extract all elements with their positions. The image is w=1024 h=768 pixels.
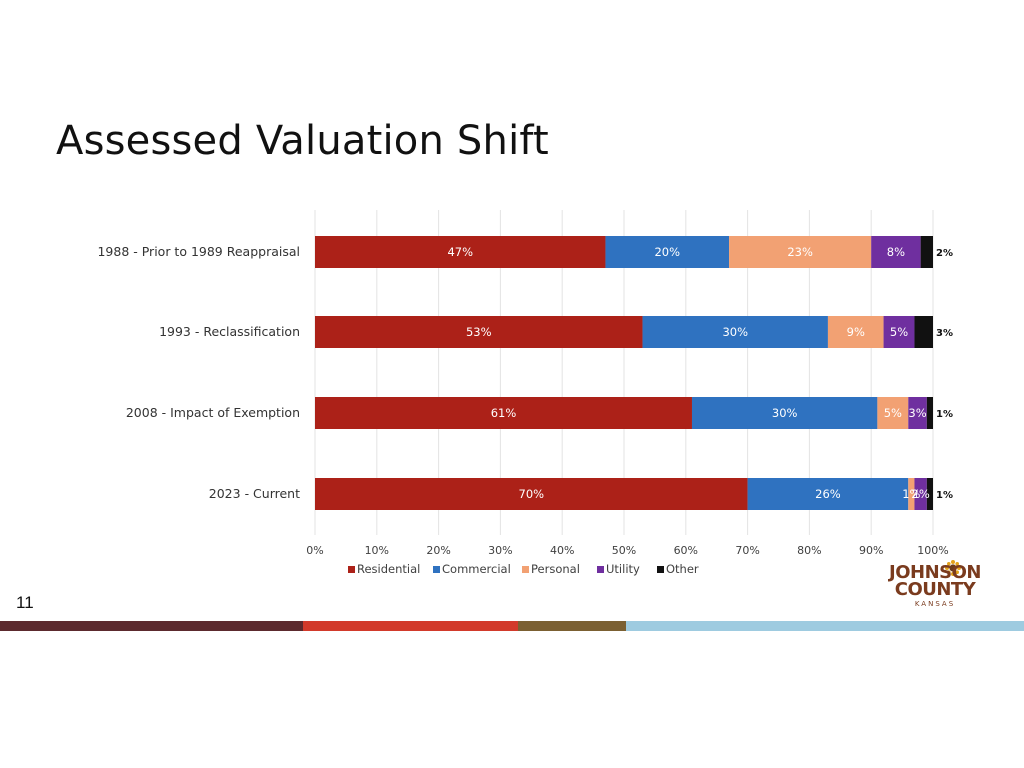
bar-segment	[315, 316, 643, 348]
data-label: 47%	[447, 245, 473, 259]
bar-segment	[642, 316, 828, 348]
slide-title: Assessed Valuation Shift	[56, 118, 549, 164]
data-label: 30%	[772, 406, 798, 420]
bar-segment	[908, 478, 915, 510]
data-label: 3%	[936, 328, 953, 339]
x-tick-label: 100%	[917, 544, 948, 557]
bar-segment	[914, 316, 933, 348]
legend-label: Personal	[531, 562, 580, 576]
footer-color-bar	[0, 621, 1024, 631]
x-tick-label: 30%	[488, 544, 512, 557]
bar-segment	[827, 316, 884, 348]
slide: Assessed Valuation Shift 47% 20% 23% 8% 2% 53…	[0, 50, 1024, 700]
bar-segment	[747, 478, 909, 510]
bar-segment	[729, 236, 872, 268]
data-labels: 47% 20% 23% 8% 2% 53% 30% 9% 5% 3% 61% 30% 5% 3% 1% 70%…	[447, 245, 953, 501]
x-tick-label: 50%	[612, 544, 636, 557]
bar-segment	[914, 478, 927, 510]
legend-swatch	[657, 566, 664, 573]
x-tick-label: 0%	[306, 544, 323, 557]
category-label: 1988 - Prior to 1989 Reappraisal	[97, 244, 300, 259]
bar-segment	[315, 236, 606, 268]
data-label: 1%	[902, 487, 920, 501]
bar-segment	[315, 478, 748, 510]
data-label: 3%	[908, 406, 926, 420]
category-labels: 1988 - Prior to 1989 Reappraisal 1993 - R…	[97, 244, 300, 501]
data-label: 1%	[936, 409, 953, 420]
category-label: 1993 - Reclassification	[159, 324, 300, 339]
x-tick-label: 90%	[859, 544, 883, 557]
footer-color-segment	[303, 621, 518, 631]
footer-color-segment	[518, 621, 626, 631]
bars	[315, 236, 933, 510]
legend-label: Utility	[606, 562, 640, 576]
data-label: 2%	[912, 487, 930, 501]
bar-segment	[605, 236, 730, 268]
data-label: 2%	[936, 248, 953, 259]
bar-segment	[883, 316, 915, 348]
bar-segment	[908, 397, 927, 429]
x-tick-label: 60%	[674, 544, 698, 557]
logo-line-2: COUNTY	[894, 579, 976, 600]
bar-segment	[926, 397, 933, 429]
legend: Residential Commercial Personal Utility Othe…	[348, 562, 699, 576]
legend-label: Commercial	[442, 562, 511, 576]
data-label: 5%	[884, 406, 902, 420]
x-tick-label: 40%	[550, 544, 574, 557]
data-label: 1%	[936, 490, 953, 501]
category-label: 2023 - Current	[209, 486, 300, 501]
data-label: 8%	[887, 245, 905, 259]
legend-label: Other	[666, 562, 699, 576]
x-tick-label: 20%	[426, 544, 450, 557]
data-label: 53%	[466, 325, 492, 339]
bar-segment	[691, 397, 878, 429]
footer-color-segment	[626, 621, 1024, 631]
legend-swatch	[433, 566, 440, 573]
footer-color-segment	[0, 621, 303, 631]
x-tick-label: 10%	[365, 544, 389, 557]
data-label: 61%	[491, 406, 517, 420]
x-tick-label: 80%	[797, 544, 821, 557]
data-label: 26%	[815, 487, 841, 501]
legend-swatch	[522, 566, 529, 573]
johnson-county-logo: JOHNSON COUNTY KANSAS	[885, 560, 985, 616]
bar-segment	[315, 397, 692, 429]
slide-number: 11	[16, 593, 34, 612]
data-label: 30%	[722, 325, 748, 339]
data-label: 70%	[519, 487, 545, 501]
bar-segment	[877, 397, 909, 429]
x-tick-labels: 0% 10% 20% 30% 40% 50% 60% 70% 80% 90% 100%	[306, 544, 948, 557]
x-tick-label: 70%	[735, 544, 759, 557]
category-label: 2008 - Impact of Exemption	[126, 405, 300, 420]
logo-line-1: JOHNSON	[889, 562, 981, 583]
bar-segment	[920, 236, 933, 268]
stacked-bar-chart: 47% 20% 23% 8% 2% 53% 30% 9% 5% 3% 61% 30% 5% 3% 1% 70%…	[97, 210, 953, 576]
data-label: 20%	[654, 245, 680, 259]
bar-segment	[871, 236, 921, 268]
legend-swatch	[597, 566, 604, 573]
data-label: 9%	[847, 325, 865, 339]
logo-line-3: KANSAS	[914, 600, 956, 608]
legend-swatch	[348, 566, 355, 573]
sunflower-icon	[945, 560, 961, 576]
data-label: 5%	[890, 325, 908, 339]
legend-label: Residential	[357, 562, 420, 576]
bar-segment	[926, 478, 933, 510]
data-label: 23%	[787, 245, 813, 259]
